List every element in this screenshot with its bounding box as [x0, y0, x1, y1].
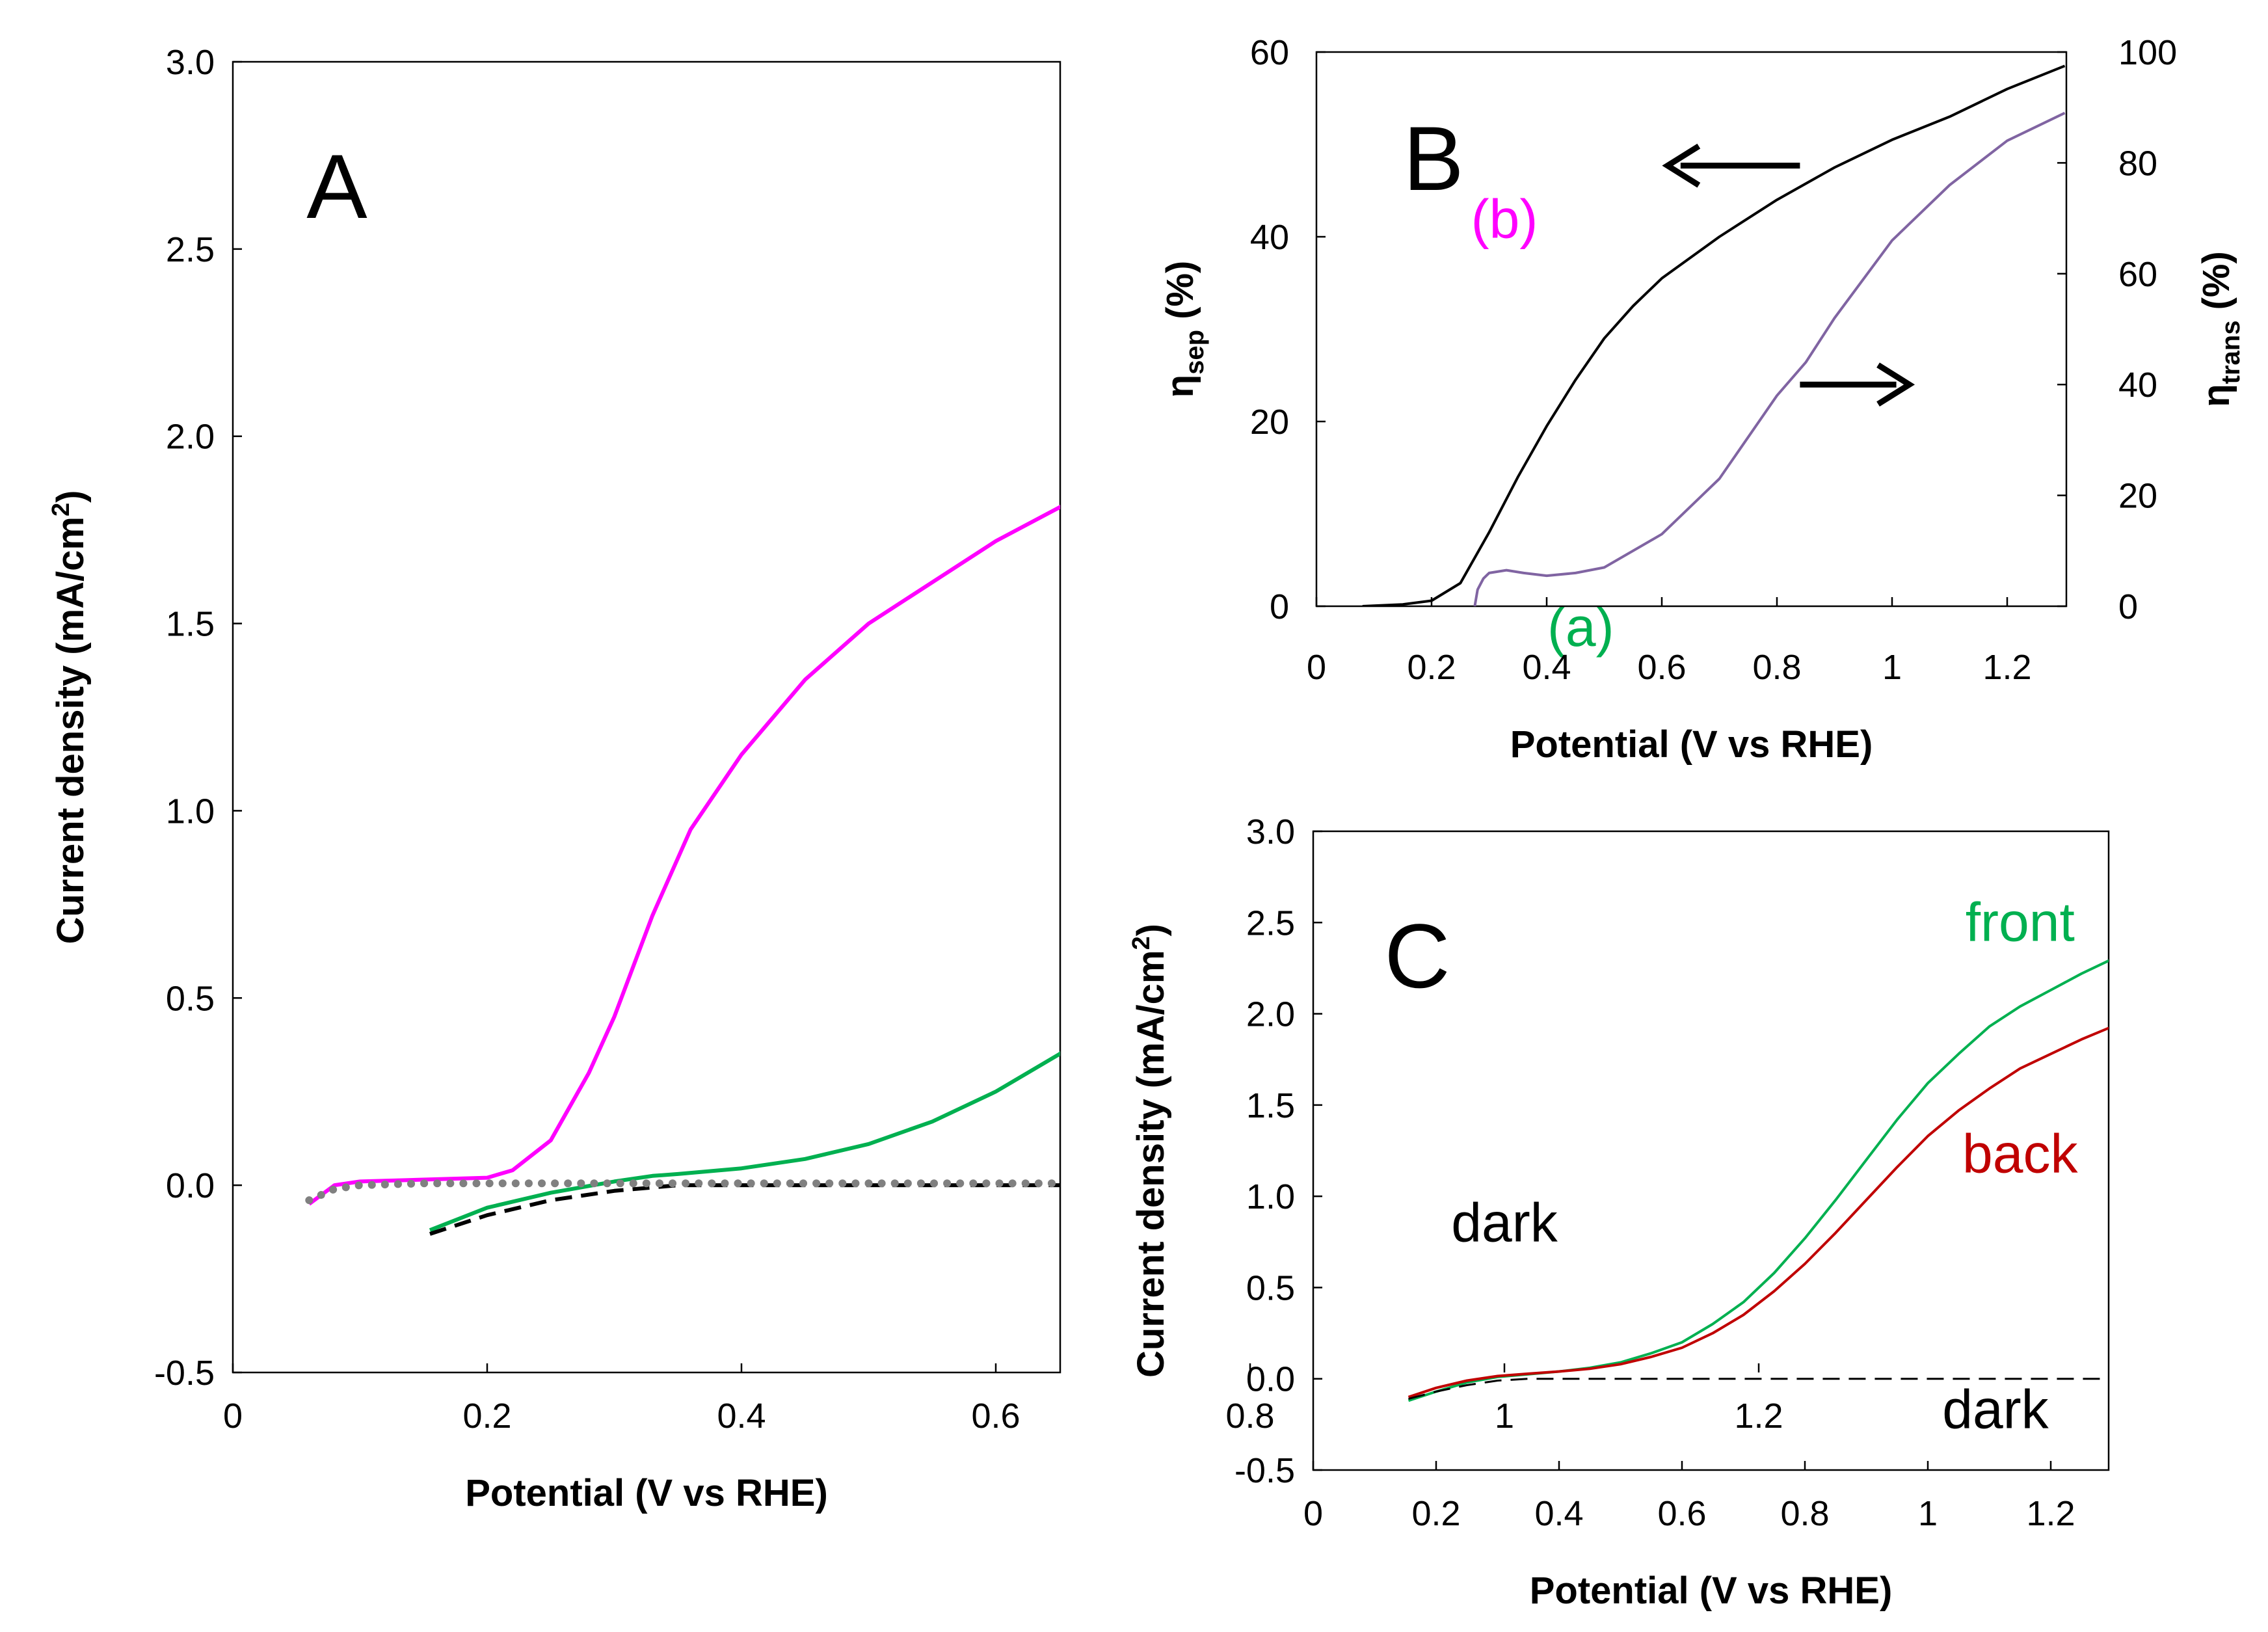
- annotation-back-c: back: [1962, 1123, 2078, 1184]
- plot-area-a: [232, 60, 1061, 1374]
- x-tick-label-a: 0.4: [717, 1397, 766, 1436]
- y-axis-label-sup: 2: [47, 503, 75, 516]
- y-tick-label-left-b: 20: [1250, 403, 1289, 442]
- y-tick-label-a: 0.0: [166, 1166, 215, 1205]
- x-tick-label-a: 1.2: [1734, 1397, 1783, 1436]
- x-axis-label-c: Potential (V vs RHE): [1530, 1570, 1893, 1612]
- panel-a: -0.5 0.0 0.5 1.0 1.5 2.0 2.5 3.0 0 0.2 0.4 0.6 0.8 1 1…: [47, 43, 1783, 1514]
- y-axis-label-close: ): [1130, 924, 1172, 936]
- y-tick-label-c: 2.0: [1246, 995, 1295, 1034]
- y-axis-label-right-b: ηtrans (%): [2195, 251, 2245, 407]
- panel-letter-c: C: [1384, 905, 1450, 1007]
- x-tick-label-a: 0: [223, 1397, 243, 1436]
- x-tick-label-b: 0.8: [1752, 648, 1801, 687]
- x-tick-label-a: 0.8: [1225, 1397, 1274, 1436]
- series-line-c-back: [1407, 1026, 2109, 1398]
- y-tick-label-right-b: 0: [2118, 587, 2138, 626]
- y-tick-label-right-b: 100: [2118, 33, 2177, 72]
- series-line-a-dark-b: [305, 1179, 1060, 1205]
- eta-symbol: η: [1159, 375, 1201, 397]
- y-tick-label-c: 3.0: [1246, 812, 1295, 851]
- y-tick-label-c: 0.5: [1246, 1268, 1295, 1307]
- eta-subscript: sep: [1181, 330, 1209, 375]
- y-tick-label-left-b: 60: [1250, 33, 1289, 72]
- y-axis-label-a: Current density (mA/cm2): [47, 490, 92, 944]
- x-tick-label-c: 0: [1303, 1494, 1323, 1533]
- y-tick-label-a: 1.5: [166, 605, 215, 644]
- annotation-b-a: (b): [1471, 189, 1538, 250]
- y-axis-label-c: Current density (mA/cm2): [1128, 924, 1172, 1378]
- eta-symbol: η: [2195, 384, 2237, 407]
- y-tick-label-right-b: 80: [2118, 144, 2157, 183]
- x-tick-label-c: 0.8: [1780, 1494, 1829, 1533]
- x-tick-label-b: 0.4: [1522, 648, 1571, 687]
- series-line-a-dark: [429, 1183, 1060, 1236]
- x-axis-label-b: Potential (V vs RHE): [1510, 723, 1873, 766]
- y-tick-label-a: 0.5: [166, 979, 215, 1018]
- y-tick-label-a: -0.5: [154, 1354, 215, 1393]
- arrow-left-head: [1662, 143, 1701, 188]
- eta-unit: (%): [1159, 261, 1201, 330]
- panel-b: 0 20 40 60 0 20 40 60 80 100 0 0.2 0.4 0.6 0.8 1 1.2 Pote…: [1159, 33, 2245, 766]
- series-line-a-a: [429, 1050, 1060, 1232]
- panel-c: -0.5 0.0 0.5 1.0 1.5 2.0 2.5 3.0 0 0.2 0.4 0.6 0.8 1 1…: [1128, 812, 2110, 1612]
- y-axis-label-sup: 2: [1128, 936, 1155, 950]
- annotation-front-c: front: [1966, 891, 2075, 952]
- y-tick-label-a: 2.0: [166, 418, 215, 457]
- y-tick-label-a: 2.5: [166, 230, 215, 269]
- series-line-b-trans: [1473, 111, 2066, 606]
- x-tick-label-a: 0.2: [462, 1397, 511, 1436]
- y-tick-label-left-b: 40: [1250, 218, 1289, 257]
- x-tick-label-b: 0.6: [1637, 648, 1686, 687]
- x-axis-label-a: Potential (V vs RHE): [465, 1472, 828, 1514]
- series-line-b-sep: [1362, 64, 2066, 606]
- x-tick-label-b: 0: [1307, 648, 1326, 687]
- panel-letter-b: B: [1403, 107, 1463, 209]
- eta-subscript: trans: [2217, 321, 2245, 384]
- plot-area-b: [1315, 51, 2068, 608]
- x-tick-label-c: 0.6: [1657, 1494, 1706, 1533]
- x-tick-label-b: 1.2: [1982, 648, 2031, 687]
- y-axis-label-left-b: ηsep (%): [1159, 261, 1209, 398]
- series-line-a-b: [308, 505, 1060, 1206]
- x-tick-label-a: 0.6: [971, 1397, 1020, 1436]
- y-axis-label-text: Current density (mA/cm: [49, 516, 92, 944]
- x-tick-label-c: 1.2: [2026, 1494, 2075, 1533]
- y-tick-label-c: 1.5: [1246, 1086, 1295, 1125]
- y-tick-label-c: -0.5: [1234, 1451, 1295, 1490]
- arrow-right-head: [1876, 362, 1915, 407]
- y-axis-label-text: Current density (mA/cm: [1130, 950, 1172, 1378]
- x-tick-label-a: 1: [1495, 1397, 1514, 1436]
- annotation-dark-a: dark: [1451, 1192, 1558, 1253]
- y-tick-label-right-b: 20: [2118, 477, 2157, 516]
- y-axis-label-close: ): [49, 490, 92, 503]
- x-tick-label-b: 0.2: [1407, 648, 1456, 687]
- y-tick-label-left-b: 0: [1270, 587, 1289, 626]
- x-tick-label-b: 1: [1882, 648, 1902, 687]
- y-tick-label-right-b: 60: [2118, 255, 2157, 294]
- y-tick-label-right-b: 40: [2118, 366, 2157, 405]
- y-tick-label-a: 3.0: [166, 43, 215, 82]
- x-tick-label-c: 1: [1918, 1494, 1938, 1533]
- y-tick-label-c: 2.5: [1246, 903, 1295, 943]
- annotation-dark-c: dark: [1942, 1378, 2049, 1439]
- y-tick-label-a: 1.0: [166, 792, 215, 831]
- y-tick-label-c: 0.0: [1246, 1360, 1295, 1399]
- series-line-c-dark: [1408, 1378, 2109, 1400]
- x-tick-label-c: 0.2: [1411, 1494, 1460, 1533]
- x-tick-label-c: 0.4: [1534, 1494, 1583, 1533]
- plot-area-c: [1312, 830, 2110, 1471]
- panel-letter-a: A: [306, 135, 367, 237]
- eta-unit: (%): [2195, 251, 2237, 320]
- y-tick-label-c: 1.0: [1246, 1177, 1295, 1216]
